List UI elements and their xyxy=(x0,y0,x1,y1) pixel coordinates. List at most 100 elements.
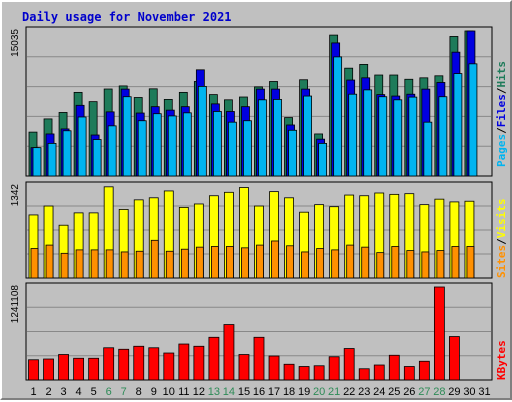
bar-pages-day-3 xyxy=(62,130,72,177)
bar-sites-day-30 xyxy=(466,246,475,279)
legend-hits: Hits xyxy=(495,61,508,88)
bar-pages-day-1 xyxy=(32,147,42,177)
bar-pages-day-4 xyxy=(77,116,87,177)
bar-pages-day-8 xyxy=(137,120,147,177)
bar-sites-day-27 xyxy=(421,251,430,279)
bar-pages-day-10 xyxy=(167,115,177,177)
bar-pages-day-9 xyxy=(152,113,162,177)
bar-kbytes-day-22 xyxy=(343,348,355,381)
bar-pages-day-22 xyxy=(348,93,358,177)
bar-sites-day-5 xyxy=(90,249,99,279)
legend-mid-text: Sites/Visits xyxy=(495,199,508,279)
bar-pages-day-14 xyxy=(228,121,237,177)
bar-pages-day-16 xyxy=(258,99,267,177)
bar-sites-day-4 xyxy=(75,249,84,279)
bar-kbytes-day-25 xyxy=(388,354,400,381)
x-tick-label-day-19: 19 xyxy=(298,386,310,398)
bar-kbytes-day-9 xyxy=(148,347,160,381)
bar-kbytes-day-7 xyxy=(118,348,130,381)
legend-separator: / xyxy=(495,87,508,94)
bar-pages-day-2 xyxy=(47,143,57,177)
x-tick-label-day-14: 14 xyxy=(223,386,235,398)
x-tick-label-day-8: 8 xyxy=(136,386,142,398)
bar-pages-day-19 xyxy=(303,95,312,177)
bar-sites-day-6 xyxy=(105,249,114,279)
bar-pages-day-29 xyxy=(453,73,463,177)
panel-middle: 1342 xyxy=(10,181,493,279)
x-tick-label-day-13: 13 xyxy=(208,386,220,398)
bar-pages-day-7 xyxy=(122,96,132,177)
x-tick-label-day-25: 25 xyxy=(388,386,400,398)
bar-kbytes-day-18 xyxy=(283,363,295,381)
bar-sites-day-19 xyxy=(301,251,309,279)
bar-kbytes-day-5 xyxy=(88,357,100,381)
panel-middle-max-label: 1342 xyxy=(10,184,21,207)
bar-pages-day-25 xyxy=(393,99,403,177)
panel-top-max-label: 15035 xyxy=(10,29,21,57)
x-tick-label-day-29: 29 xyxy=(448,386,460,398)
bar-kbytes-day-8 xyxy=(133,345,145,381)
x-tick-label-day-21: 21 xyxy=(328,386,340,398)
x-tick-label-day-3: 3 xyxy=(61,386,67,398)
x-tick-label-day-23: 23 xyxy=(358,386,370,398)
bar-kbytes-day-14 xyxy=(223,324,235,381)
x-tick-label-day-24: 24 xyxy=(373,386,385,398)
bar-sites-day-11 xyxy=(180,248,189,279)
bar-pages-day-5 xyxy=(92,139,102,177)
x-tick-label-day-28: 28 xyxy=(433,386,445,398)
bar-kbytes-day-20 xyxy=(313,365,325,381)
legend-bot-text: KBytes xyxy=(495,340,508,380)
bar-sites-day-18 xyxy=(286,245,294,279)
bar-kbytes-day-12 xyxy=(193,345,205,381)
bar-sites-day-14 xyxy=(226,246,234,279)
bar-kbytes-day-6 xyxy=(103,347,115,381)
bar-pages-day-18 xyxy=(288,129,297,177)
bar-pages-day-17 xyxy=(273,99,282,177)
bar-kbytes-day-10 xyxy=(163,352,175,381)
legend-kbytes: KBytes xyxy=(495,340,508,380)
bar-sites-day-24 xyxy=(376,252,385,279)
bar-kbytes-day-29 xyxy=(449,336,460,381)
bar-sites-day-22 xyxy=(346,244,355,279)
legend-separator: / xyxy=(495,127,508,134)
bar-pages-day-26 xyxy=(408,96,418,177)
bar-kbytes-day-24 xyxy=(373,364,385,381)
bar-pages-day-30 xyxy=(468,63,478,177)
bar-pages-day-27 xyxy=(423,121,433,177)
x-tick-label-day-11: 11 xyxy=(178,386,189,398)
bar-sites-day-10 xyxy=(165,250,174,279)
panel-top: 15035 xyxy=(10,26,493,177)
x-tick-label-day-12: 12 xyxy=(193,386,205,398)
bar-kbytes-day-26 xyxy=(403,366,415,381)
bar-sites-day-20 xyxy=(316,248,325,279)
bar-sites-day-15 xyxy=(241,247,249,279)
bar-kbytes-day-4 xyxy=(73,357,85,381)
bar-pages-day-15 xyxy=(243,120,252,177)
x-tick-label-day-15: 15 xyxy=(238,386,250,398)
bar-kbytes-day-3 xyxy=(58,354,69,381)
x-tick-label-day-5: 5 xyxy=(91,386,97,398)
x-tick-label-day-9: 9 xyxy=(151,386,157,398)
bar-kbytes-day-19 xyxy=(298,366,310,381)
bar-sites-day-28 xyxy=(436,250,445,279)
bar-pages-day-6 xyxy=(107,125,117,177)
bar-kbytes-day-17 xyxy=(268,355,280,381)
bar-sites-day-25 xyxy=(391,246,400,279)
bar-kbytes-day-11 xyxy=(178,343,190,381)
x-tick-label-day-27: 27 xyxy=(418,386,430,398)
x-tick-label-day-2: 2 xyxy=(45,386,51,398)
panel-bottom-max-label: 1241108 xyxy=(10,285,21,324)
x-tick-label-day-31: 31 xyxy=(478,386,490,398)
bar-sites-day-21 xyxy=(331,249,340,279)
bar-pages-day-28 xyxy=(438,96,448,177)
bar-sites-day-29 xyxy=(451,246,460,279)
x-tick-label-day-17: 17 xyxy=(268,386,280,398)
x-tick-label-day-4: 4 xyxy=(76,386,82,398)
bar-sites-day-23 xyxy=(361,246,370,279)
bar-kbytes-day-16 xyxy=(253,336,265,381)
bar-kbytes-day-1 xyxy=(28,359,39,381)
legend-pages: Pages xyxy=(495,134,508,167)
bar-kbytes-day-21 xyxy=(328,356,340,381)
